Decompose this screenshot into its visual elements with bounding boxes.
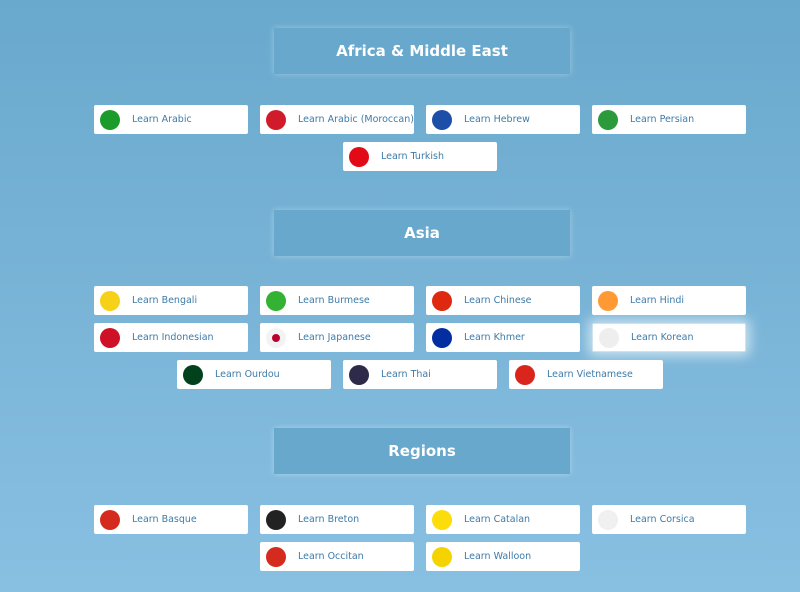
flag-icon bbox=[266, 109, 286, 130]
language-label: Learn Persian bbox=[630, 114, 695, 125]
language-button[interactable]: Learn Persian bbox=[592, 105, 746, 134]
flag-icon bbox=[432, 290, 452, 311]
language-label: Learn Corsica bbox=[630, 514, 695, 525]
language-button[interactable]: Learn Indonesian bbox=[94, 323, 248, 352]
flag-icon bbox=[100, 327, 120, 348]
flag-icon bbox=[349, 146, 369, 167]
language-button[interactable]: Learn Vietnamese bbox=[509, 360, 663, 389]
flag-icon bbox=[599, 327, 619, 348]
flag-icon bbox=[100, 290, 120, 311]
language-label: Learn Turkish bbox=[381, 151, 444, 162]
flag-icon bbox=[183, 364, 203, 385]
flag-icon bbox=[432, 327, 452, 348]
language-label: Learn Walloon bbox=[464, 551, 532, 562]
language-label: Learn Bengali bbox=[132, 295, 198, 306]
language-label: Learn Thai bbox=[381, 369, 431, 380]
language-label: Learn Arabic bbox=[132, 114, 192, 125]
language-button[interactable]: Learn Occitan bbox=[260, 542, 414, 571]
language-button[interactable]: Learn Burmese bbox=[260, 286, 414, 315]
flag-icon bbox=[266, 290, 286, 311]
language-label: Learn Indonesian bbox=[132, 332, 214, 343]
section-header: Regions bbox=[274, 428, 570, 474]
language-button[interactable]: Learn Turkish bbox=[343, 142, 497, 171]
language-button[interactable]: Learn Hindi bbox=[592, 286, 746, 315]
language-label: Learn Catalan bbox=[464, 514, 531, 525]
language-label: Learn Burmese bbox=[298, 295, 370, 306]
flag-icon bbox=[598, 109, 618, 130]
language-button[interactable]: Learn Chinese bbox=[426, 286, 580, 315]
flag-icon bbox=[598, 290, 618, 311]
flag-icon bbox=[432, 109, 452, 130]
flag-icon bbox=[266, 546, 286, 567]
section-header: Africa & Middle East bbox=[274, 28, 570, 74]
language-label: Learn Chinese bbox=[464, 295, 532, 306]
flag-icon bbox=[349, 364, 369, 385]
language-button[interactable]: Learn Bengali bbox=[94, 286, 248, 315]
language-button[interactable]: Learn Ourdou bbox=[177, 360, 331, 389]
language-button[interactable]: Learn Corsica bbox=[592, 505, 746, 534]
language-label: Learn Basque bbox=[132, 514, 197, 525]
flag-icon bbox=[266, 509, 286, 530]
language-label: Learn Occitan bbox=[298, 551, 364, 562]
flag-icon bbox=[100, 109, 120, 130]
language-label: Learn Hebrew bbox=[464, 114, 530, 125]
flag-icon bbox=[515, 364, 535, 385]
flag-icon bbox=[432, 546, 452, 567]
language-label: Learn Khmer bbox=[464, 332, 525, 343]
language-button[interactable]: Learn Catalan bbox=[426, 505, 580, 534]
language-button[interactable]: Learn Basque bbox=[94, 505, 248, 534]
section-header: Asia bbox=[274, 210, 570, 256]
language-label: Learn Ourdou bbox=[215, 369, 280, 380]
language-label: Learn Vietnamese bbox=[547, 369, 633, 380]
flag-icon bbox=[432, 509, 452, 530]
flag-icon bbox=[266, 327, 286, 348]
language-label: Learn Breton bbox=[298, 514, 360, 525]
language-button[interactable]: Learn Breton bbox=[260, 505, 414, 534]
language-button[interactable]: Learn Thai bbox=[343, 360, 497, 389]
language-button[interactable]: Learn Hebrew bbox=[426, 105, 580, 134]
language-button[interactable]: Learn Arabic bbox=[94, 105, 248, 134]
language-button[interactable]: Learn Japanese bbox=[260, 323, 414, 352]
language-button[interactable]: Learn Arabic (Moroccan) bbox=[260, 105, 414, 134]
language-button[interactable]: Learn Khmer bbox=[426, 323, 580, 352]
language-label: Learn Japanese bbox=[298, 332, 371, 343]
language-button[interactable]: Learn Walloon bbox=[426, 542, 580, 571]
language-label: Learn Korean bbox=[631, 332, 694, 343]
language-button[interactable]: Learn Korean bbox=[592, 323, 746, 352]
language-label: Learn Arabic (Moroccan) bbox=[298, 114, 414, 125]
flag-icon bbox=[598, 509, 618, 530]
language-label: Learn Hindi bbox=[630, 295, 685, 306]
flag-icon bbox=[100, 509, 120, 530]
